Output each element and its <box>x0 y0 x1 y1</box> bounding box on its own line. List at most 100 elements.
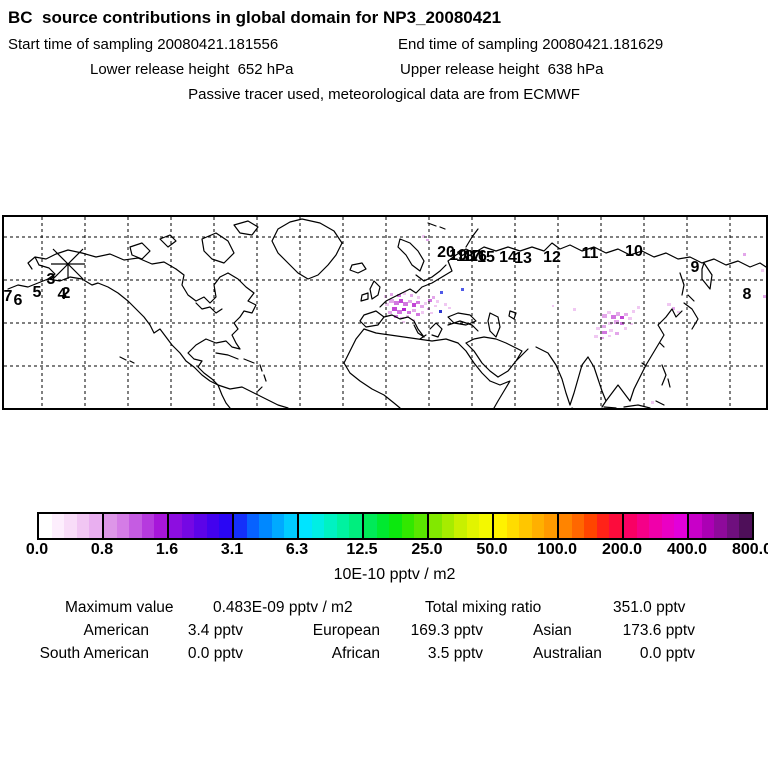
contribution-patch <box>412 303 416 307</box>
coastlines <box>7 218 766 408</box>
colorbar-cell <box>544 514 557 538</box>
colorbar-cell <box>636 514 650 538</box>
colorbar-cell <box>584 514 597 538</box>
region-label-african: African <box>331 645 380 662</box>
contribution-patch <box>390 293 393 296</box>
colorbar-cell <box>661 514 675 538</box>
contribution-patch <box>412 309 416 312</box>
contribution-patch <box>614 320 619 324</box>
trajectory-day-label: 2 <box>61 285 71 302</box>
contribution-patch <box>609 329 613 332</box>
coast-india <box>535 346 589 408</box>
colorbar-tick-label: 800.0 <box>731 541 768 558</box>
coast-alaska <box>7 249 83 290</box>
region-value-african: 3.5 pptv <box>427 645 483 662</box>
coast-kamchatka <box>701 262 713 290</box>
coast-horn-of-africa <box>489 380 511 408</box>
contribution-patch <box>616 312 620 316</box>
colorbar-tick-label: 12.5 <box>346 541 378 558</box>
colorbar-cell <box>609 514 622 538</box>
region-label-asian: Asian <box>533 622 572 639</box>
contribution-patch <box>430 312 433 314</box>
colorbar-cell <box>246 514 260 538</box>
colorbar-segment <box>39 514 104 538</box>
coast-north-africa <box>363 328 459 344</box>
trajectory-day-label: 13 <box>514 250 532 267</box>
coast-iberia <box>359 310 385 328</box>
tracer-note-text: Passive tracer used, meteorological data… <box>188 86 580 103</box>
contribution-patch <box>632 310 635 313</box>
region-value-australian: 0.0 pptv <box>639 645 695 662</box>
contribution-patch <box>388 311 392 314</box>
coast-hudson-bay <box>175 268 229 304</box>
contribution-patch <box>436 300 439 303</box>
island-indonesia <box>603 400 665 408</box>
contribution-patch <box>630 323 633 325</box>
colorbar-cell <box>571 514 585 538</box>
colorbar-segment <box>689 514 752 538</box>
coast-west-africa <box>343 328 401 408</box>
region-label-european: European <box>312 622 380 639</box>
start-time-text: Start time of sampling 20080421.181556 <box>8 36 279 53</box>
contribution-patch <box>397 294 401 297</box>
lower-release-text: Lower release height 652 hPa <box>90 61 294 78</box>
island-ellesmere <box>233 220 259 236</box>
colorbar-cell <box>104 514 117 538</box>
region-value-american: 3.4 pptv <box>187 622 243 639</box>
contribution-patch <box>416 301 420 304</box>
trajectory-day-label: 16 <box>469 248 487 265</box>
colorbar-tick-label: 400.0 <box>666 541 708 558</box>
contribution-patch <box>422 235 425 238</box>
max-value: 0.483E-09 pptv / m2 <box>213 599 353 616</box>
island-banks <box>159 234 177 248</box>
colorbar-segment <box>364 514 429 538</box>
contribution-patch <box>420 305 424 308</box>
trajectory-day-label: 15 <box>477 249 495 266</box>
colorbar-cell <box>64 514 77 538</box>
sea-caspian <box>487 310 517 338</box>
island-taiwan-hainan <box>641 342 665 367</box>
contribution-patch <box>594 335 598 338</box>
colorbar-cell <box>674 514 687 538</box>
contribution-patch <box>624 327 627 330</box>
island-baffin <box>201 232 235 264</box>
colorbar-cell <box>531 514 545 538</box>
coast-arctic-north-america <box>81 252 177 270</box>
contribution-patch <box>637 306 640 309</box>
contribution-patch <box>403 302 408 306</box>
island-iceland <box>349 262 367 274</box>
contribution-patch <box>677 311 680 313</box>
contribution-patch <box>628 317 632 320</box>
coast-arabia <box>465 336 529 378</box>
contribution-patch <box>602 331 607 334</box>
region-value-south-american: 0.0 pptv <box>187 645 243 662</box>
colorbar-tick-label: 1.6 <box>155 541 179 558</box>
contribution-patch <box>385 303 389 306</box>
contribution-patch <box>602 314 607 318</box>
island-philippines <box>661 364 671 388</box>
trajectory-day-label: 11 <box>581 245 599 262</box>
total-mixing-ratio-label: Total mixing ratio <box>425 599 542 616</box>
colorbar-cell <box>441 514 455 538</box>
contribution-patch-layer <box>384 235 766 404</box>
colorbar-segment <box>494 514 559 538</box>
colorbar-cell <box>389 514 402 538</box>
contribution-patch <box>607 311 611 314</box>
colorbar-cell <box>364 514 377 538</box>
colorbar-segment <box>299 514 364 538</box>
colorbar-segment <box>559 514 624 538</box>
island-sakhalin <box>679 272 685 296</box>
coast-siberia-north <box>455 242 766 268</box>
colorbar-cell <box>349 514 362 538</box>
colorbar-cell <box>51 514 65 538</box>
upper-release-text: Upper release height 638 hPa <box>400 61 604 78</box>
region-value-asian: 173.6 pptv <box>622 622 695 639</box>
contribution-patch <box>439 310 442 313</box>
colorbar-cell <box>89 514 102 538</box>
colorbar-cell <box>284 514 297 538</box>
contribution-patch <box>600 337 604 339</box>
trajectory-day-label: 3 <box>46 271 56 288</box>
coast-west-north-america <box>47 276 219 386</box>
colorbar-cell <box>129 514 142 538</box>
